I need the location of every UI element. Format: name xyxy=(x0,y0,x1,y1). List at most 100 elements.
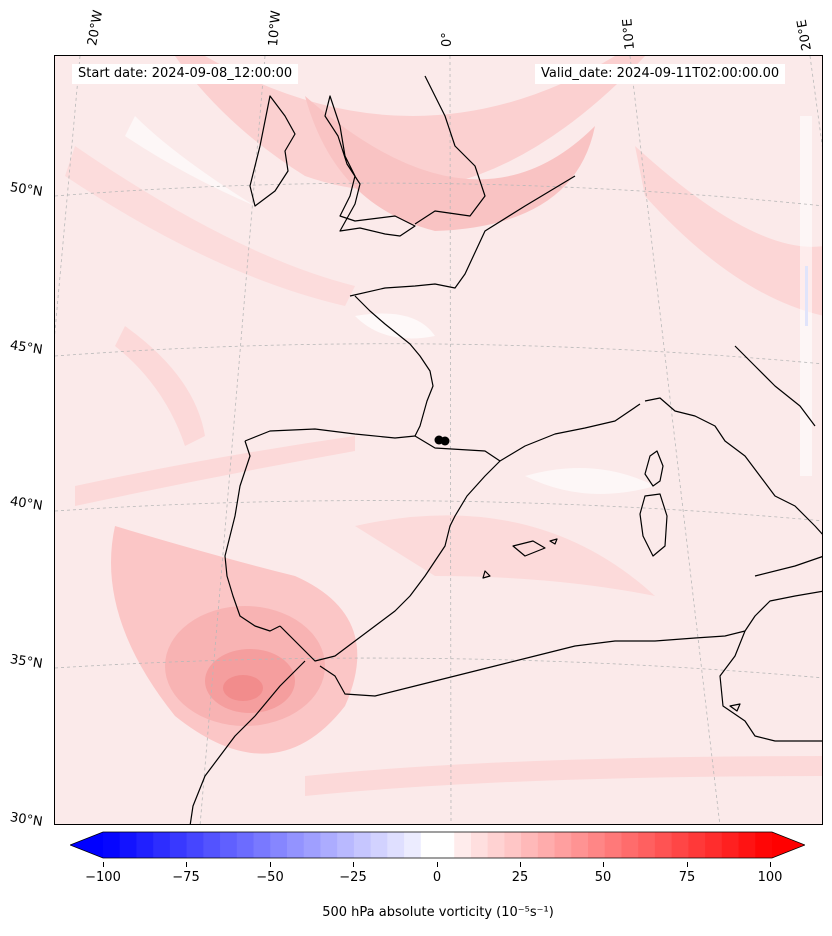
colorbar-segment xyxy=(721,832,740,858)
storm-marker-dot-2 xyxy=(440,436,450,446)
coast-north-africa xyxy=(319,590,822,697)
colorbar-segment xyxy=(203,832,221,858)
colorbar-segment xyxy=(103,832,121,858)
coast-iberia-north xyxy=(244,428,416,442)
colorbar-tick-label: 100 xyxy=(757,870,783,885)
start-date-label: Start date: 2024-09-08_12:00:00 xyxy=(72,64,299,84)
colorbar-segment xyxy=(537,832,556,858)
colorbar-tick-mark xyxy=(687,862,688,867)
vorticity-blue-speck xyxy=(805,266,808,326)
island-sardinia xyxy=(639,493,668,557)
coast-adriatic xyxy=(734,345,816,427)
colorbar-segment xyxy=(705,832,723,858)
colorbar-tick-mark xyxy=(520,862,521,867)
lon-label-10e: 10°E xyxy=(620,17,638,51)
colorbar-segment xyxy=(220,832,238,858)
map-panel[interactable] xyxy=(54,55,823,825)
lat-label-40n: 40°N xyxy=(8,494,44,515)
colorbar-segment xyxy=(654,832,673,858)
colorbar-segment xyxy=(286,832,305,858)
colorbar-tick-mark xyxy=(353,862,354,867)
colorbar-segment xyxy=(738,832,756,858)
vorticity-band-uk xyxy=(305,96,595,231)
colorbar-segment xyxy=(186,832,204,858)
lat-label-35n: 35°N xyxy=(8,652,44,673)
vorticity-band-bay xyxy=(75,436,355,506)
vorticity-band-north xyxy=(175,56,645,191)
colorbar-segment xyxy=(303,832,321,858)
vorticity-band-east xyxy=(635,146,822,316)
colorbar-segment xyxy=(420,832,438,858)
colorbar-segment xyxy=(136,832,154,858)
colorbar-segment xyxy=(688,832,706,858)
lat-label-50n: 50°N xyxy=(8,180,44,201)
lon-label-10w: 10°W xyxy=(266,9,285,47)
vorticity-map xyxy=(55,56,822,824)
colorbar-tick-mark xyxy=(437,862,438,867)
lat-label-30n: 30°N xyxy=(8,810,44,831)
colorbar-extend-min xyxy=(70,832,103,858)
graticule xyxy=(55,56,822,824)
colorbar-segment xyxy=(320,832,338,858)
coastlines xyxy=(189,75,822,824)
gridline-lon-10w xyxy=(199,56,266,824)
vorticity-band-west-1 xyxy=(65,146,355,306)
colorbar-segment xyxy=(437,832,455,858)
coast-italy xyxy=(644,397,822,535)
vorticity-swirl-core xyxy=(223,675,263,701)
vorticity-band-med xyxy=(355,515,655,596)
gridline-lat-35n xyxy=(55,657,822,679)
colorbar-segment xyxy=(404,832,422,858)
colorbar-extend-max xyxy=(772,832,805,858)
colorbar-segment xyxy=(153,832,171,858)
coast-morocco xyxy=(189,660,306,824)
colorbar-segment xyxy=(487,832,505,858)
colorbar-segment xyxy=(755,832,773,858)
coast-gulf-of-lion xyxy=(499,403,641,462)
vorticity-band-africa xyxy=(305,756,822,796)
colorbar-tick-label: 50 xyxy=(594,870,612,885)
vorticity-field xyxy=(55,56,822,824)
vorticity-light-patch-2 xyxy=(525,468,655,494)
colorbar-segment xyxy=(253,832,271,858)
colorbar-segment xyxy=(671,832,689,858)
coast-ireland xyxy=(249,95,296,207)
vorticity-band-west-2 xyxy=(115,326,205,446)
colorbar-segment xyxy=(270,832,288,858)
island-mallorca xyxy=(512,540,546,557)
colorbar-segment xyxy=(554,832,572,858)
island-corsica xyxy=(644,450,664,487)
colorbar-segment xyxy=(638,832,656,858)
colorbar-tick-label: 25 xyxy=(511,870,529,885)
colorbar-segment xyxy=(504,832,522,858)
coast-biscay xyxy=(354,295,434,437)
island-malta xyxy=(729,703,741,712)
colorbar-segment xyxy=(353,832,372,858)
lon-label-20w: 20°W xyxy=(85,9,107,48)
gridline-lon-20w xyxy=(55,56,81,336)
gridline-lat-45n xyxy=(55,343,822,365)
colorbar-segment xyxy=(521,832,539,858)
colorbar-tick-mark xyxy=(103,862,104,867)
colorbar-segment xyxy=(236,832,255,858)
coast-tunisia xyxy=(719,630,822,742)
island-sicily xyxy=(754,556,822,577)
colorbar-segment xyxy=(604,832,622,858)
lon-label-20e: 20°E xyxy=(794,18,815,52)
colorbar-segment xyxy=(169,832,188,858)
colorbar-outline xyxy=(70,831,805,859)
colorbar-tick-mark xyxy=(270,862,271,867)
colorbar-tick-mark xyxy=(770,862,771,867)
storm-marker xyxy=(434,435,450,446)
colorbar-tick-label: −75 xyxy=(172,870,200,885)
island-ibiza xyxy=(482,570,491,579)
colorbar-segment xyxy=(588,832,606,858)
colorbar-tick-label: 0 xyxy=(432,870,442,885)
valid-date-label: Valid_date: 2024-09-11T02:00:00.00 xyxy=(535,64,786,84)
colorbar-segment xyxy=(571,832,589,858)
gridline-lat-50n xyxy=(55,182,822,207)
colorbar-tick-label: −50 xyxy=(256,870,284,885)
coast-iberia-east xyxy=(279,435,501,662)
coast-iberia-west xyxy=(224,440,281,632)
coast-france-north xyxy=(349,175,576,297)
